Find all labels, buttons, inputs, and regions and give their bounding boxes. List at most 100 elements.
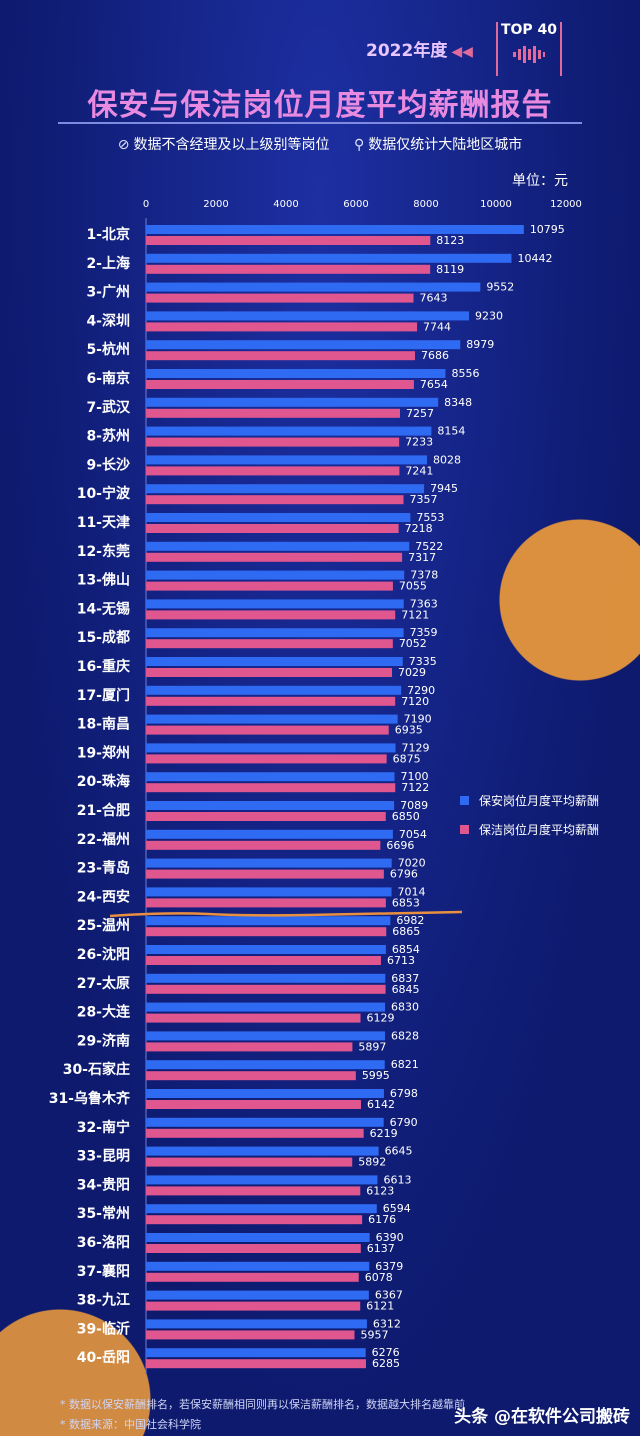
category-label: 19-郑州 [77,744,130,761]
bar-security [146,455,427,465]
value-label-cleaning: 7257 [406,407,434,420]
no-entry-icon: ⊘ [117,137,130,153]
bar-security [146,541,410,551]
value-label-cleaning: 6713 [387,954,415,967]
highlight-underline [109,910,463,918]
bar-security [146,1031,385,1041]
bar-cleaning [146,927,387,937]
category-label: 18-南昌 [77,716,130,733]
bar-cleaning [146,495,404,505]
bar-cleaning [146,1244,361,1253]
value-label-cleaning: 6845 [392,983,420,996]
bar-security [146,426,432,436]
value-label-cleaning: 6176 [368,1213,396,1226]
category-label: 14-无锡 [77,600,130,617]
category-label: 1-北京 [86,226,130,243]
bar-security [146,1204,377,1214]
category-label: 11-天津 [77,514,130,531]
bar-security [146,225,524,234]
value-label-security: 7054 [399,828,427,841]
value-label-security: 7335 [409,655,437,668]
value-label-security: 6837 [391,972,419,985]
value-label-cleaning: 7121 [401,608,429,621]
category-label: 6-南京 [86,370,130,387]
search-icon: ⚲ [353,137,365,153]
x-tick-label: 8000 [413,199,439,210]
bar-cleaning [146,956,381,965]
value-label-cleaning: 6285 [372,1357,400,1370]
category-label: 38-九江 [77,1292,130,1309]
x-tick-label: 0 [142,199,150,210]
bar-cleaning [146,1215,363,1225]
watermark: 头条 @在软件公司搬砖 [454,1407,630,1427]
footnote-source: * 数据来源：中国社会科学院 [60,1418,201,1431]
bar-security [146,1319,367,1329]
value-label-security: 6645 [385,1145,413,1158]
bar-security [146,772,395,782]
value-label-security: 10442 [517,252,552,265]
bar-security [146,484,425,494]
bar-security [146,685,402,695]
value-label-cleaning: 6935 [395,724,423,737]
bar-cleaning [146,696,396,706]
bar-cleaning [146,466,400,476]
value-label-cleaning: 5897 [358,1040,386,1053]
bar-cleaning [146,351,416,361]
value-label-security: 6379 [375,1260,403,1273]
category-label: 22-福州 [77,831,130,848]
value-label-cleaning: 7052 [399,637,427,650]
bar-cleaning [146,725,389,735]
category-label: 15-成都 [77,629,130,646]
category-label: 13-佛山 [77,572,130,589]
value-label-cleaning: 7122 [401,781,429,794]
x-tick-label: 2000 [203,199,229,210]
bar-cleaning [146,840,381,850]
bar-security [146,599,404,609]
value-label-security: 6312 [373,1317,401,1330]
value-label-cleaning: 8123 [436,234,464,247]
bar-cleaning [146,264,431,274]
value-label-cleaning: 7055 [399,580,427,593]
value-label-security: 7014 [397,885,425,898]
sound-wave-icon [513,46,545,63]
bar-security [146,311,470,321]
bar-security [146,1146,379,1156]
category-label: 37-襄阳 [77,1263,130,1280]
note-exclusion: ⊘ 数据不含经理及以上级别等岗位 [117,137,330,153]
value-label-security: 6276 [372,1346,400,1359]
value-label-cleaning: 6696 [386,839,414,852]
unit-label: 单位：元 [512,173,568,189]
value-label-security: 7089 [400,799,428,812]
category-label: 9-长沙 [86,456,130,473]
bar-security [146,743,396,753]
category-label: 12-东莞 [77,543,130,560]
bar-cleaning [146,869,384,879]
x-axis-ticks: 0 2000 4000 6000 8000 10000 12000 [0,199,640,213]
bar-security [146,945,386,954]
value-label-cleaning: 6142 [367,1098,395,1111]
bar-security [146,369,446,378]
x-tick-label: 10000 [480,199,512,210]
value-label-cleaning: 7029 [398,666,426,679]
bar-cleaning [146,668,393,677]
value-label-cleaning: 6796 [390,868,418,881]
category-label: 34-贵阳 [77,1176,130,1193]
value-label-security: 7363 [410,597,438,610]
value-label-cleaning: 6123 [366,1184,394,1197]
bar-cleaning [146,639,393,649]
bar-cleaning [146,408,400,418]
bar-security [146,340,461,350]
category-label: 36-洛阳 [77,1234,130,1251]
value-label-security: 6828 [391,1029,419,1042]
value-label-cleaning: 6875 [393,752,421,765]
value-label-cleaning: 5995 [362,1069,390,1082]
category-label: 31-乌鲁木齐 [49,1090,131,1107]
value-label-security: 7945 [430,482,458,495]
value-label-security: 8979 [466,338,494,351]
value-label-cleaning: 6078 [365,1271,393,1284]
value-label-security: 10795 [530,223,565,236]
value-label-cleaning: 7654 [420,378,448,391]
value-label-security: 9552 [486,281,514,294]
value-label-security: 6613 [383,1173,411,1186]
